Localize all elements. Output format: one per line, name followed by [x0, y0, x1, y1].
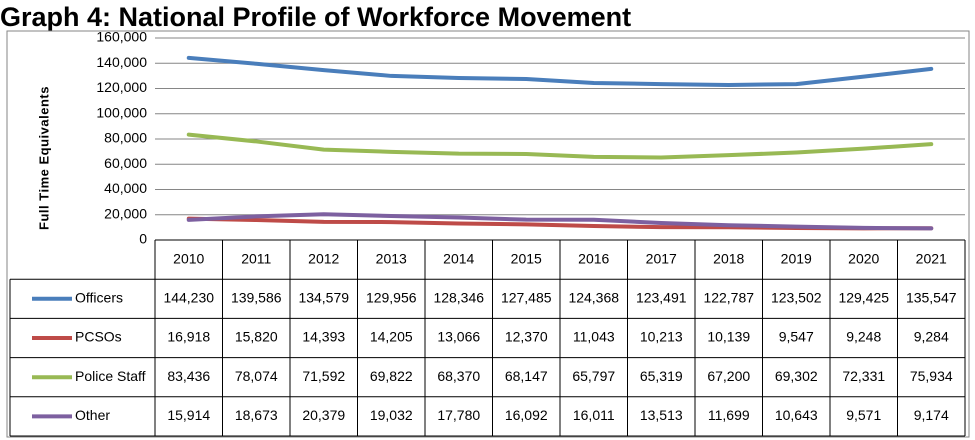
data-label: 13,513 [640, 407, 683, 423]
data-label: 17,780 [437, 407, 480, 423]
data-label: 10,213 [640, 329, 683, 345]
data-label: 15,914 [167, 407, 210, 423]
x-tick-label: 2016 [578, 250, 609, 266]
series-line [186, 55, 934, 87]
data-label: 71,592 [302, 368, 345, 384]
data-label: 11,699 [708, 407, 750, 423]
data-label: 16,011 [573, 407, 615, 423]
data-label: 16,918 [167, 329, 210, 345]
y-tick-label: 100,000 [96, 104, 147, 120]
data-label: 11,043 [573, 329, 615, 345]
data-label: 69,302 [775, 368, 818, 384]
data-label: 14,393 [302, 329, 345, 345]
x-tick-label: 2021 [916, 250, 947, 266]
data-label: 12,370 [505, 329, 548, 345]
y-tick-label: 120,000 [96, 79, 147, 95]
data-label: 75,934 [910, 368, 953, 384]
legend-label: PCSOs [75, 329, 122, 345]
data-label: 127,485 [501, 290, 552, 306]
data-label: 124,368 [568, 290, 619, 306]
data-label: 20,379 [302, 407, 345, 423]
x-tick-label: 2011 [241, 250, 271, 266]
x-tick-label: 2020 [848, 250, 879, 266]
data-label: 69,822 [370, 368, 413, 384]
data-label: 65,797 [572, 368, 615, 384]
data-label: 128,346 [433, 290, 484, 306]
data-label: 123,502 [771, 290, 822, 306]
y-tick-label: 20,000 [104, 205, 147, 221]
x-tick-label: 2014 [443, 250, 474, 266]
data-label: 129,425 [838, 290, 889, 306]
legend-label: Other [75, 407, 110, 423]
x-tick-label: 2015 [511, 250, 542, 266]
legend-label: Officers [75, 290, 123, 306]
y-tick-label: 0 [139, 231, 147, 247]
data-label: 15,820 [235, 329, 278, 345]
y-tick-label: 60,000 [104, 155, 147, 171]
y-tick-label: 160,000 [96, 29, 147, 45]
data-label: 83,436 [167, 368, 210, 384]
data-label: 9,547 [779, 329, 814, 345]
data-label: 129,956 [366, 290, 417, 306]
data-label: 139,586 [231, 290, 282, 306]
legend-label: Police Staff [75, 368, 146, 384]
x-tick-label: 2012 [308, 250, 339, 266]
data-label: 134,579 [298, 290, 349, 306]
data-label: 10,643 [775, 407, 818, 423]
data-label: 10,139 [707, 329, 750, 345]
chart-title: Graph 4: National Profile of Workforce M… [0, 2, 631, 32]
series-line [186, 132, 934, 160]
x-tick-label: 2018 [713, 250, 744, 266]
data-label: 16,092 [505, 407, 548, 423]
data-label: 68,147 [505, 368, 548, 384]
series-line [186, 212, 934, 231]
data-label: 78,074 [235, 368, 278, 384]
x-tick-label: 2019 [781, 250, 812, 266]
data-label: 9,571 [846, 407, 881, 423]
x-tick-label: 2010 [173, 250, 204, 266]
y-tick-label: 140,000 [96, 54, 147, 70]
data-label: 72,331 [842, 368, 885, 384]
data-label: 9,248 [846, 329, 881, 345]
y-axis-label: Full Time Equivalents [36, 86, 51, 230]
data-label: 144,230 [163, 290, 214, 306]
y-tick-label: 80,000 [104, 130, 147, 146]
data-label: 9,284 [914, 329, 949, 345]
x-tick-label: 2017 [646, 250, 677, 266]
y-tick-label: 40,000 [104, 180, 147, 196]
data-label: 19,032 [370, 407, 413, 423]
data-label: 14,205 [370, 329, 413, 345]
x-tick-label: 2013 [376, 250, 407, 266]
data-label: 65,319 [640, 368, 683, 384]
data-label: 9,174 [914, 407, 949, 423]
data-label: 18,673 [235, 407, 278, 423]
data-label: 67,200 [707, 368, 750, 384]
data-label: 123,491 [636, 290, 687, 306]
chart-frame [6, 30, 970, 438]
data-label: 13,066 [437, 329, 480, 345]
data-label: 122,787 [703, 290, 754, 306]
data-label: 68,370 [437, 368, 480, 384]
data-label: 135,547 [906, 290, 957, 306]
